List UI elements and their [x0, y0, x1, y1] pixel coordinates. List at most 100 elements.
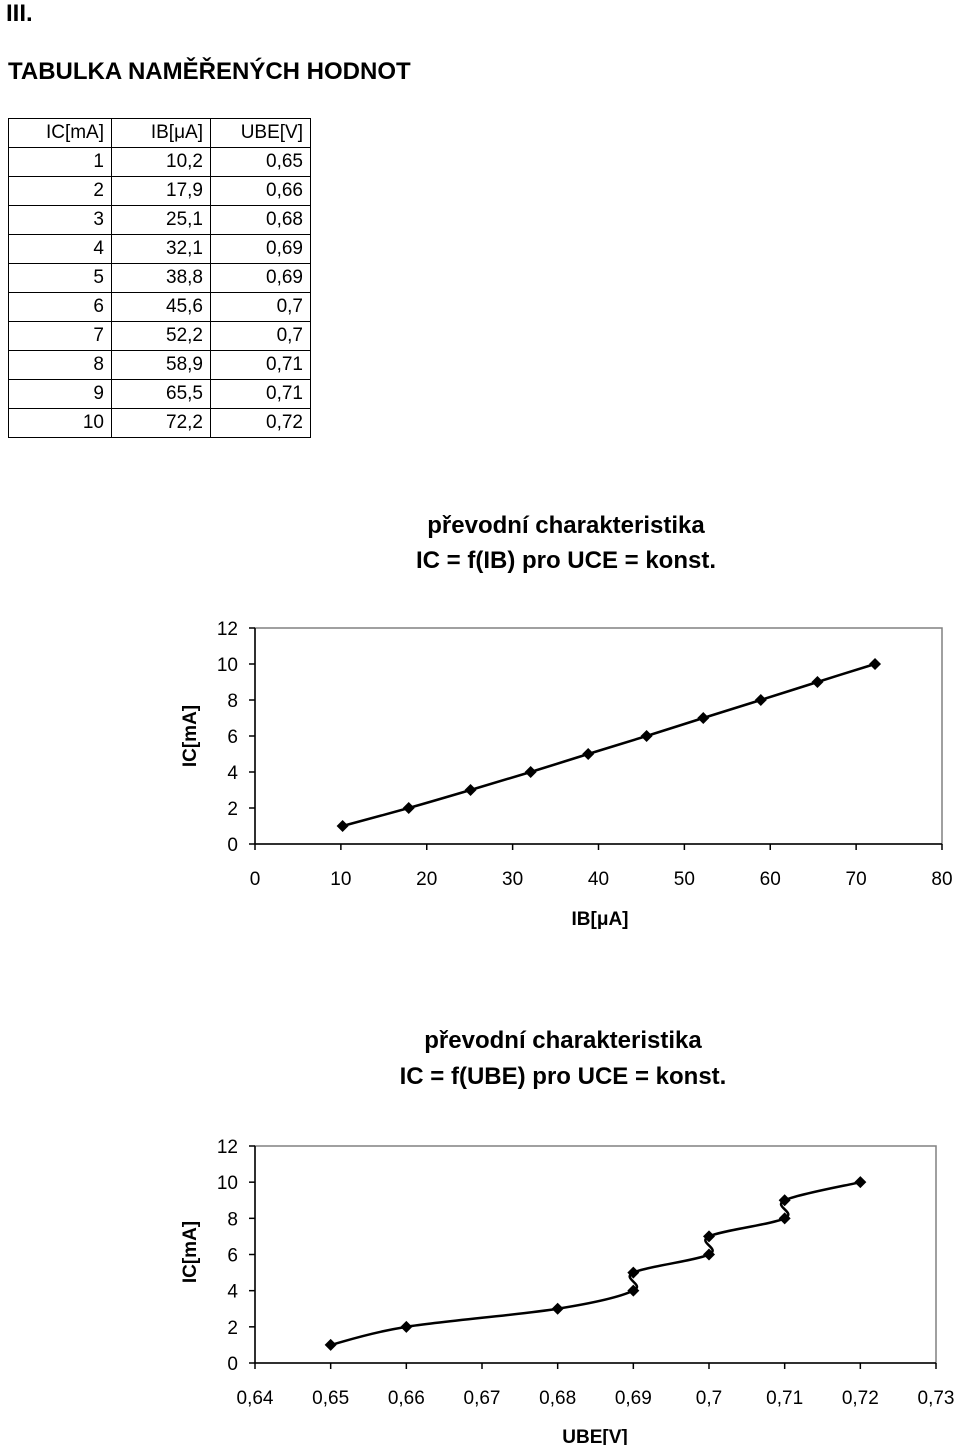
data-point-marker: [324, 1338, 337, 1351]
cell-ib: 17,9: [111, 176, 211, 206]
table-row: 5 38,8 0,69: [8, 263, 311, 293]
cell-ib: 72,2: [111, 408, 211, 438]
cell-ib: 32,1: [111, 234, 211, 264]
chart-title-line-1: převodní charakteristika: [427, 512, 705, 539]
data-point-marker: [627, 1266, 640, 1279]
chart-title-line-2: IC = f(UBE) pro UCE = konst.: [400, 1063, 727, 1090]
x-tick-label: 50: [674, 869, 695, 890]
cell-ic: 6: [8, 292, 112, 322]
cell-ib: 65,5: [111, 379, 211, 409]
cell-ib: 38,8: [111, 263, 211, 293]
cell-ic: 9: [8, 379, 112, 409]
x-tick-label: 60: [760, 869, 781, 890]
data-point-marker: [697, 712, 710, 724]
data-point-marker: [551, 1302, 564, 1315]
x-tick-label: 0: [250, 869, 261, 890]
x-axis-label: IB[μA]: [572, 909, 629, 930]
x-tick-label: 10: [330, 869, 351, 890]
column-header-ib: IB[μA]: [111, 118, 211, 148]
y-axis-label: IC[mA]: [180, 1221, 201, 1283]
cell-ube: 0,71: [210, 379, 311, 409]
x-tick-label: 40: [588, 869, 609, 890]
data-point-marker: [778, 1194, 791, 1207]
data-point-marker: [336, 820, 349, 832]
chart-ic-vs-ib: převodní charakteristika IC = f(IB) pro …: [180, 512, 953, 930]
y-tick-label: 12: [217, 1137, 238, 1158]
column-header-ic: IC[mA]: [8, 118, 112, 148]
data-point-marker: [582, 748, 595, 760]
chart-title-line-1: převodní charakteristika: [424, 1027, 702, 1054]
x-tick-label: 0,7: [696, 1388, 722, 1409]
table-row: 9 65,5 0,71: [8, 379, 311, 409]
x-tick-label: 0,72: [842, 1388, 879, 1409]
x-tick-label: 0,67: [464, 1388, 501, 1409]
table-row: 7 52,2 0,7: [8, 321, 311, 351]
y-tick-label: 10: [217, 655, 238, 676]
y-tick-label: 10: [217, 1173, 238, 1194]
cell-ic: 8: [8, 350, 112, 380]
table-row: 4 32,1 0,69: [8, 234, 311, 264]
y-tick-label: 0: [227, 1354, 238, 1375]
x-tick-label: 80: [931, 869, 952, 890]
table-row: 8 58,9 0,71: [8, 350, 311, 380]
x-axis-label: UBE[V]: [562, 1427, 627, 1445]
x-tick-label: 20: [416, 869, 437, 890]
y-tick-label: 6: [227, 1246, 238, 1267]
y-tick-label: 2: [227, 1318, 238, 1339]
cell-ib: 58,9: [111, 350, 211, 380]
x-tick-label: 0,71: [766, 1388, 803, 1409]
y-axis-label: IC[mA]: [180, 705, 201, 767]
cell-ic: 2: [8, 176, 112, 206]
table-row: 1 10,2 0,65: [8, 147, 311, 177]
cell-ib: 52,2: [111, 321, 211, 351]
data-point-marker: [854, 1176, 867, 1189]
x-tick-label: 0,65: [312, 1388, 349, 1409]
cell-ube: 0,7: [210, 321, 311, 351]
section-number: III.: [6, 0, 33, 27]
data-point-marker: [811, 676, 824, 688]
data-point-marker: [627, 1284, 640, 1297]
y-tick-label: 4: [227, 1282, 238, 1303]
data-point-marker: [754, 694, 767, 706]
column-header-ube: UBE[V]: [210, 118, 311, 148]
cell-ic: 10: [8, 408, 112, 438]
x-tick-label: 0,66: [388, 1388, 425, 1409]
data-point-marker: [524, 766, 537, 778]
cell-ube: 0,68: [210, 205, 311, 235]
x-tick-label: 70: [846, 869, 867, 890]
table-heading: TABULKA NAMĚŘENÝCH HODNOT: [8, 58, 411, 85]
data-point-marker: [778, 1212, 791, 1225]
data-point-marker: [869, 658, 882, 670]
cell-ube: 0,66: [210, 176, 311, 206]
x-tick-label: 0,73: [918, 1388, 955, 1409]
y-tick-label: 8: [227, 691, 238, 712]
data-point-marker: [703, 1248, 715, 1261]
data-point-marker: [703, 1230, 715, 1243]
table-row: 10 72,2 0,72: [8, 408, 311, 438]
x-tick-label: 0,68: [539, 1388, 576, 1409]
y-tick-label: 2: [227, 799, 238, 820]
cell-ic: 5: [8, 263, 112, 293]
y-tick-label: 12: [217, 619, 238, 640]
plot-area-frame: [254, 1145, 937, 1364]
measurement-table: IC[mA] IB[μA] UBE[V] 1 10,2 0,65 2 17,9 0,66…: [8, 118, 311, 438]
table-row: 2 17,9 0,66: [8, 176, 311, 206]
cell-ube: 0,69: [210, 263, 311, 293]
cell-ic: 3: [8, 205, 112, 235]
cell-ic: 4: [8, 234, 112, 264]
cell-ube: 0,69: [210, 234, 311, 264]
data-point-marker: [400, 1320, 413, 1333]
chart-title-line-2: IC = f(IB) pro UCE = konst.: [416, 547, 716, 574]
y-tick-label: 6: [227, 727, 238, 748]
data-point-marker: [464, 784, 477, 796]
x-tick-label: 30: [502, 869, 523, 890]
x-tick-label: 0,69: [615, 1388, 652, 1409]
cell-ube: 0,71: [210, 350, 311, 380]
x-tick-label: 0,64: [237, 1388, 274, 1409]
plot-area-frame: [254, 627, 943, 845]
cell-ic: 7: [8, 321, 112, 351]
y-tick-label: 8: [227, 1209, 238, 1230]
cell-ube: 0,7: [210, 292, 311, 322]
data-point-marker: [640, 730, 653, 742]
table-row: 3 25,1 0,68: [8, 205, 311, 235]
